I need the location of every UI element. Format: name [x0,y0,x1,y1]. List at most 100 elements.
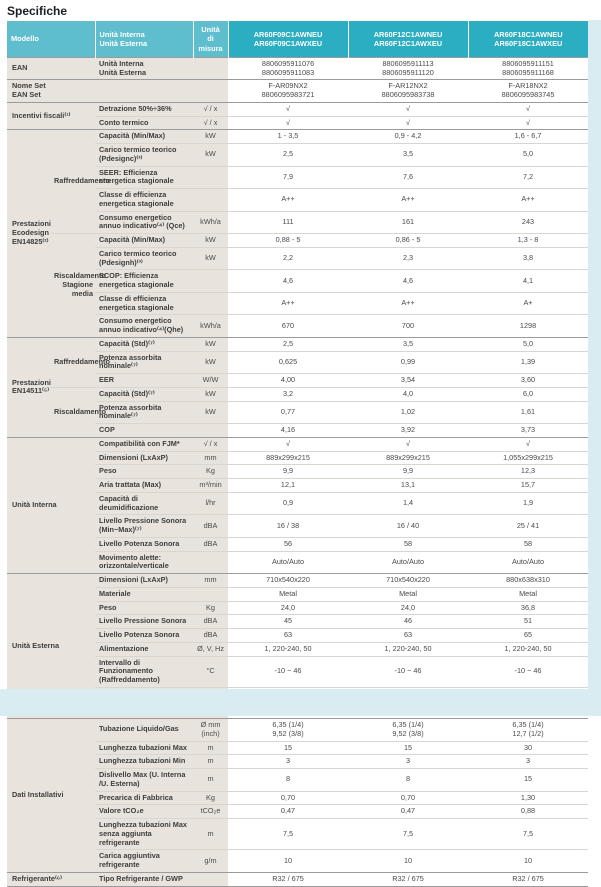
spec-value-product-1: 111 [228,210,349,234]
spec-label: COP [95,423,194,438]
spec-value-product-2: 3,5 [348,143,469,166]
spec-value-product-1: 710x540x220 [228,573,349,588]
spec-value-product-2: 0,9 - 4,2 [348,129,469,144]
spec-value-product-1: 2,5 [228,336,349,351]
unit-of-measure: kW [193,400,229,424]
table-row: Precarica di Fabbrica Kg 0,70 0,70 1,30 [7,790,589,805]
unit-of-measure: dBA [193,514,229,538]
spec-label: Dimensioni (LxAxP) [95,573,194,588]
unit-of-measure: kW [193,129,229,144]
spec-value-product-1: Auto/Auto [228,550,349,574]
unit-of-measure: kW [193,246,229,270]
spec-label: Potenza assorbita nominale⁽⁷⁾ [95,400,194,424]
spec-value-product-2: A++ [348,291,469,315]
table-row: Potenza assorbita nominale⁽⁷⁾ kW 0,77 1,02 1… [7,400,589,424]
spec-value-product-1: 2,2 [228,246,349,270]
unit-of-measure: dBA [193,628,229,643]
section-label: Nome Set EAN Set [7,79,96,103]
spec-value-product-3: 1,6 - 6,7 [468,129,589,144]
table-row: Lunghezza tubazioni Max m 15 15 30 [7,740,589,755]
table-row: Aria trattata (Max) m³/min 12,1 13,1 15,7 [7,478,589,493]
unit-of-measure: °C [193,655,229,688]
spec-value-product-2: 0,70 [348,790,469,805]
spec-label: Tipo Refrigerante / GWP [95,871,194,887]
section-label: Incentivi fiscali⁽¹⁾ [7,101,96,130]
spec-value-product-1: 7,5 [228,817,349,850]
unit-of-measure [193,269,229,293]
unit-of-measure: W/W [193,373,229,388]
unit-of-measure [193,871,229,887]
spec-value-product-3: A++ [468,188,589,211]
spec-value-product-2: √ [348,101,469,116]
spec-label: Capacità (Std)⁽⁷⁾ [95,386,194,401]
spec-value-product-2: 7,5 [348,817,469,850]
spec-table: Modello Unità Interna Unità Esterna Unit… [7,21,589,887]
spec-value-product-1: 0,77 [228,400,349,424]
spec-value-product-3: 5,0 [468,336,589,351]
spec-value-product-3: 1,61 [468,400,589,424]
spec-label: Capacità (Min/Max) [95,129,194,144]
subsection-label: Riscaldamento Stagione media [51,233,106,338]
spec-value-product-1: Metal [228,586,349,601]
table-row: Dimensioni (LxAxP) mm 889x299x215 889x299x2… [7,450,589,465]
spec-value-product-3: 6,0 [468,386,589,401]
spec-label: SEER: Efficienza energetica stagionale [95,165,194,189]
unit-of-measure: kW [193,386,229,401]
spec-value-product-1: R32 / 675 [228,871,349,887]
spec-value-product-2: 8806095911113 8806095911120 [348,56,469,80]
spec-label: Movimento alette: orizzontale/verticale [95,550,194,574]
spec-value-product-1: 6,35 (1/4) 9,52 (3/8) [228,718,349,741]
table-row: Unità Esterna Dimensioni (LxAxP) mm 710x540… [7,573,589,719]
unit-of-measure [193,56,229,80]
unit-of-measure: kWh/a [193,210,229,234]
spec-label: Potenza assorbita nominale⁽⁷⁾ [95,350,194,374]
table-row: Lunghezza tubazioni Min m 3 3 3 [7,754,589,769]
spec-value-product-2: A++ [348,188,469,211]
spec-value-product-1: 0,70 [228,790,349,805]
spec-value-product-1: √ [228,436,349,451]
table-row: Refrigerante⁽⁶⁾ Tipo Refrigerante / GWP R3… [7,871,589,887]
spec-value-product-1: 4,16 [228,423,349,438]
table-row: Prestazioni EN14511⁽⁵⁾ Raffreddamento Capa… [7,336,589,438]
header-unita-di-misura: Unità di misura [193,21,229,58]
spec-value-product-2: Metal [348,586,469,601]
unit-of-measure: Ø mm (inch) [193,718,229,741]
spec-value-product-3: 1,9 [468,491,589,515]
table-row: Capacità di deumidificazione l/hr 0,9 1,4 1,… [7,491,589,515]
table-row: Prestazioni Ecodesign EN14825⁽²⁾ Raffredd… [7,129,589,338]
table-row: Materiale Metal Metal Metal [7,586,589,601]
spec-label: Alimentazione [95,641,194,656]
spec-value-product-1: -10 ~ 46 [228,655,349,688]
unit-of-measure: m³/min [193,478,229,493]
spec-label: Precarica di Fabbrica [95,790,194,805]
spec-value-product-1: 3,2 [228,386,349,401]
spec-value-product-1: F-AR09NX2 8806095983721 [228,79,349,103]
spec-label: Conto termico [95,115,194,130]
table-row: Carico termico teorico (Pdesignh)⁽³⁾ kW 2,… [7,246,589,270]
table-row: Lunghezza tubazioni Max senza aggiunta r… [7,817,589,850]
spec-value-product-1: 16 / 38 [228,514,349,538]
spec-value-product-3: 5,0 [468,143,589,166]
unit-of-measure: √ / x [193,101,229,116]
header-product-1: AR60F09C1AWNEU AR60F09C1AWXEU [227,21,349,58]
spec-value-product-3: 7,2 [468,165,589,189]
table-row: Peso Kg 24,0 24,0 36,8 [7,600,589,615]
spec-value-product-3: 880x638x310 [468,573,589,588]
spec-value-product-3: √ [468,101,589,116]
spec-label: SCOP: Efficienza energetica stagionale [95,269,194,293]
spec-label: Tubazione Liquido/Gas [95,718,194,741]
spec-value-product-3: √ [468,436,589,451]
spec-value-product-3: Auto/Auto [468,550,589,574]
spec-value-product-1: 0,625 [228,350,349,374]
unit-of-measure: √ / x [193,436,229,451]
spec-value-product-3: 3 [468,754,589,769]
spec-value-product-3: A+ [468,291,589,315]
unit-of-measure: kW [193,350,229,374]
spec-value-product-1: 8806095911076 8806095911083 [228,56,349,80]
spec-value-product-2: 63 [348,628,469,643]
spec-value-product-2: 3 [348,754,469,769]
spec-label: Detrazione 50%÷36% [95,101,194,116]
spec-value-product-2: 3,92 [348,423,469,438]
spec-value-product-1: 12,1 [228,478,349,493]
spec-value-product-3: 1, 220-240, 50 [468,641,589,656]
